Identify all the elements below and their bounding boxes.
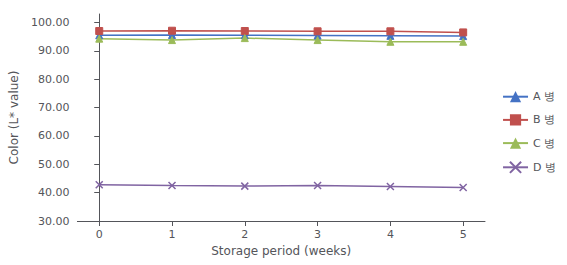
- svg-text:A 병: A 병: [533, 90, 555, 103]
- svg-text:100.00: 100.00: [31, 16, 70, 29]
- svg-text:3: 3: [314, 228, 321, 241]
- svg-text:30.00: 30.00: [38, 215, 70, 228]
- svg-text:90.00: 90.00: [38, 44, 70, 57]
- svg-text:5: 5: [460, 228, 467, 241]
- svg-text:4: 4: [387, 228, 394, 241]
- svg-text:B 병: B 병: [533, 113, 555, 126]
- svg-text:C 병: C 병: [533, 137, 555, 150]
- svg-text:60.00: 60.00: [38, 129, 70, 142]
- svg-text:Color (L* value): Color (L* value): [7, 71, 21, 165]
- svg-text:40.00: 40.00: [38, 186, 70, 199]
- svg-text:1: 1: [169, 228, 176, 241]
- svg-text:0: 0: [96, 228, 103, 241]
- svg-text:80.00: 80.00: [38, 73, 70, 86]
- svg-text:D 병: D 병: [533, 161, 556, 174]
- svg-text:50.00: 50.00: [38, 158, 70, 171]
- svg-text:70.00: 70.00: [38, 101, 70, 114]
- svg-text:Storage period (weeks): Storage period (weeks): [211, 244, 351, 258]
- svg-text:2: 2: [241, 228, 248, 241]
